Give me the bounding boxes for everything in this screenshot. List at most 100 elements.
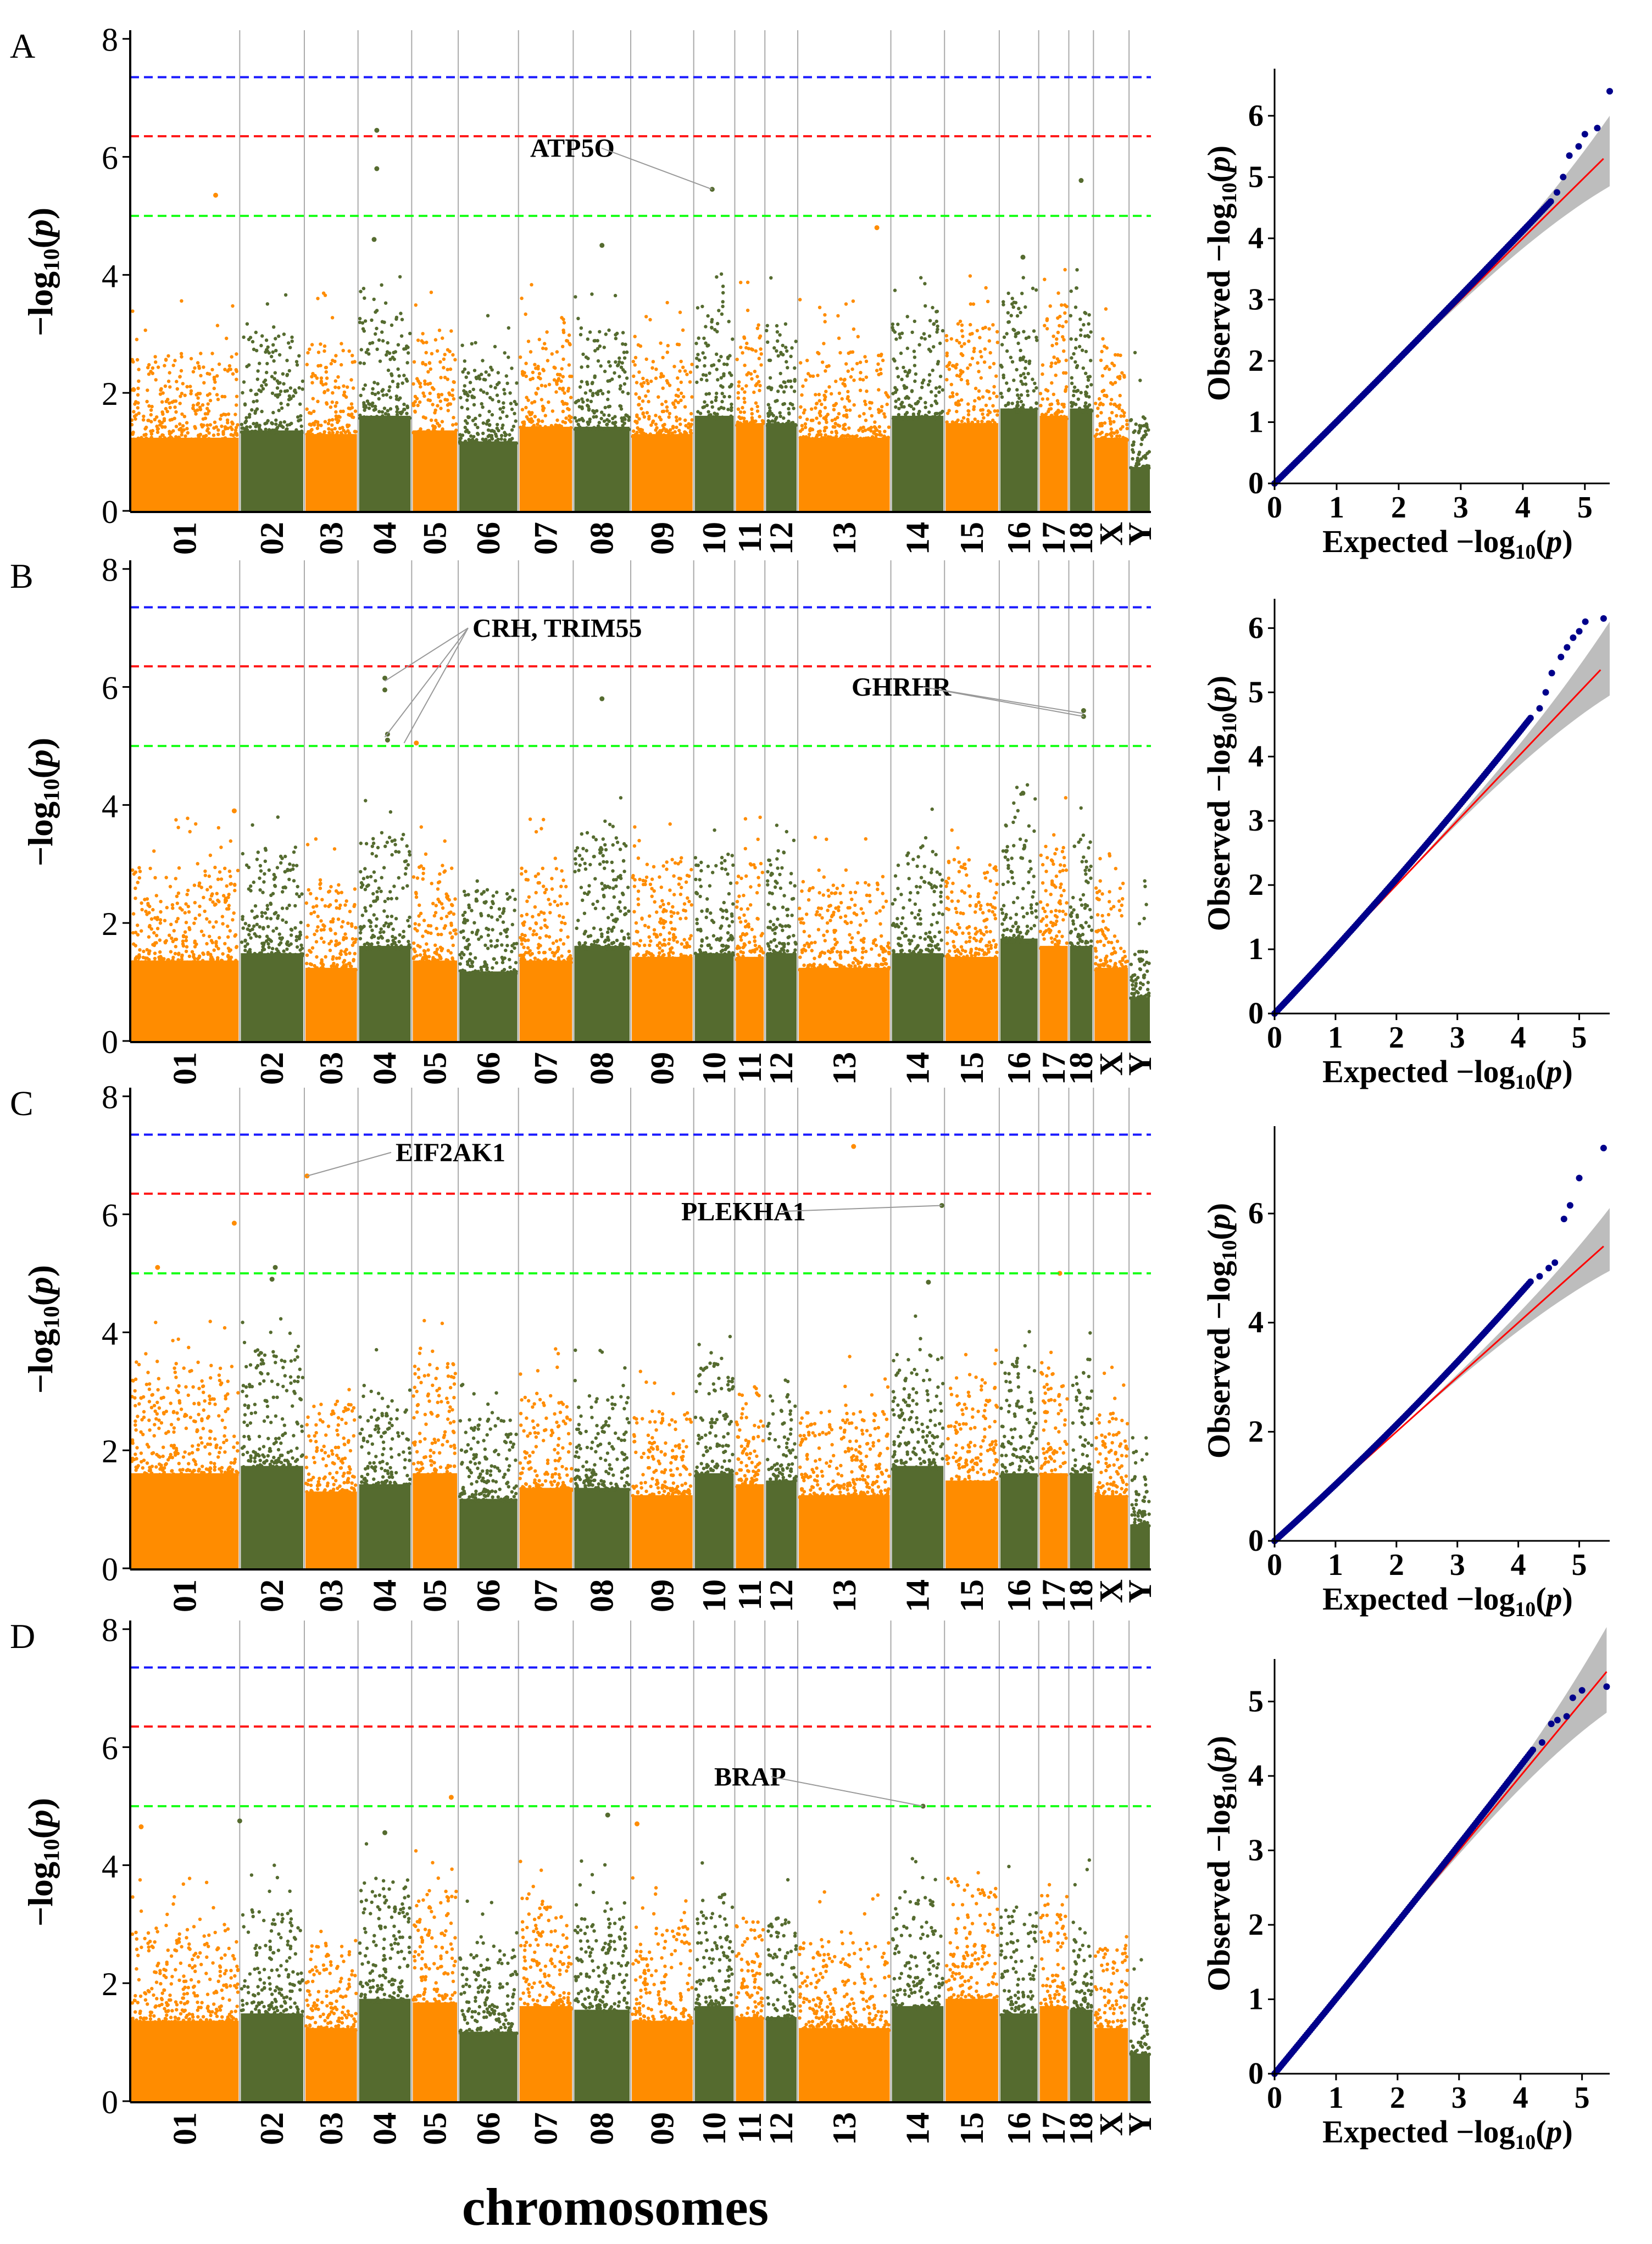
snp-point: [342, 390, 347, 394]
snp-point: [503, 431, 507, 435]
snp-point: [301, 379, 305, 383]
snp-point: [275, 427, 279, 431]
snp-point: [541, 367, 545, 371]
snp-point: [202, 952, 205, 956]
snp-point: [202, 435, 205, 438]
snp-point: [174, 945, 177, 949]
snp-point: [744, 384, 748, 388]
snp-point: [606, 397, 610, 402]
snp-point: [287, 903, 291, 907]
snp-point: [269, 939, 273, 943]
snp-point: [485, 440, 489, 444]
snp-point: [695, 357, 699, 360]
snp-point: [1009, 355, 1013, 359]
snp-point: [685, 372, 689, 376]
snp-point: [485, 971, 488, 975]
snp-point: [944, 334, 949, 338]
snp-point: [843, 384, 847, 388]
snp-point: [147, 957, 151, 962]
snp-point: [678, 917, 682, 921]
snp-point: [359, 393, 363, 398]
snp-point: [337, 906, 342, 910]
snp-point: [531, 915, 535, 918]
snp-point: [1086, 410, 1089, 414]
snp-point: [247, 933, 251, 937]
snp-point: [293, 926, 297, 930]
snp-point: [333, 359, 337, 363]
snp-point: [642, 415, 647, 419]
snp-point: [676, 376, 680, 380]
snp-point: [132, 388, 136, 392]
snp-point: [730, 408, 733, 413]
snp-point: [717, 359, 721, 363]
snp-point: [683, 405, 687, 409]
snp-point: [701, 351, 705, 355]
snp-point: [475, 971, 479, 975]
chromosome-label: 01: [167, 522, 203, 555]
snp-point: [898, 336, 902, 339]
snp-point: [318, 878, 322, 882]
snp-point: [403, 872, 408, 876]
snp-point: [331, 968, 335, 972]
snp-point: [305, 961, 309, 966]
snp-point: [820, 437, 825, 442]
snp-point: [682, 902, 687, 906]
snp-point: [623, 906, 627, 910]
snp-point: [474, 956, 477, 960]
snp-point: [869, 437, 872, 441]
snp-point: [792, 389, 797, 393]
snp-point: [863, 428, 867, 432]
snp-point: [243, 922, 247, 926]
snp-point: [179, 427, 183, 431]
snp-point: [665, 957, 669, 962]
snp-point: [1115, 437, 1119, 441]
snp-point: [423, 382, 427, 386]
chromosome-label: 15: [954, 522, 990, 555]
snp-point: [684, 916, 688, 920]
snp-point: [168, 436, 173, 439]
snp-point: [205, 407, 209, 410]
snp-point: [502, 907, 506, 911]
snp-point: [846, 389, 850, 394]
snp-point: [597, 421, 602, 425]
snp-point: [197, 960, 201, 964]
snp-point: [361, 877, 366, 881]
dense-point-band: [459, 441, 518, 511]
snp-point: [342, 960, 346, 964]
snp-point: [272, 377, 276, 381]
snp-point: [416, 403, 420, 408]
snp-point: [169, 922, 173, 927]
snp-point: [321, 923, 325, 927]
snp-point: [216, 898, 220, 903]
snp-point: [698, 411, 703, 415]
snp-point: [372, 415, 376, 420]
snp-point: [253, 904, 258, 908]
snp-point: [972, 349, 976, 353]
snp-point: [735, 424, 739, 427]
snp-point: [353, 409, 358, 413]
snp-point: [492, 957, 496, 961]
snp-point: [526, 938, 530, 942]
snp-point: [511, 888, 515, 893]
snp-point: [314, 940, 319, 944]
snp-point: [293, 389, 297, 393]
snp-point: [765, 328, 769, 332]
snp-point: [293, 904, 297, 908]
snp-point: [714, 398, 718, 402]
snp-point: [555, 378, 560, 383]
snp-point: [770, 411, 774, 416]
snp-point: [383, 301, 388, 305]
snp-point: [1049, 402, 1054, 406]
snp-point: [319, 936, 324, 940]
snp-point: [690, 395, 694, 399]
snp-point: [421, 871, 425, 876]
snp-point: [507, 355, 510, 359]
snp-point: [653, 900, 657, 904]
snp-point: [768, 376, 772, 380]
snp-point: [436, 887, 440, 891]
snp-point: [501, 911, 505, 915]
snp-point: [393, 946, 397, 950]
snp-point: [678, 892, 683, 897]
snp-point: [287, 431, 291, 435]
snp-point: [850, 350, 855, 354]
